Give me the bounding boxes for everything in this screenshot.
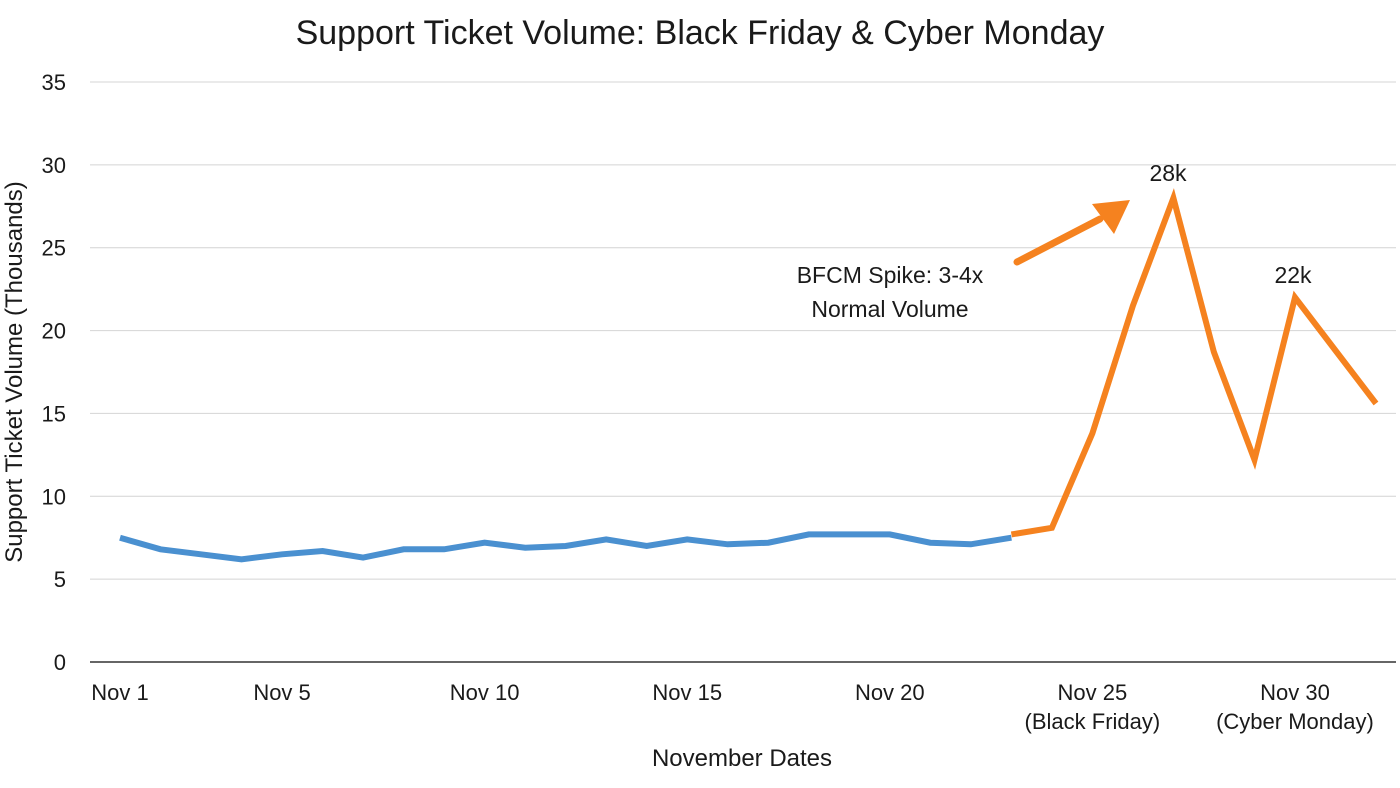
y-tick-labels: 0 5 10 15 20 25 30 35 [42,70,66,675]
spike-annotation: BFCM Spike: 3-4x Normal Volume [797,200,1130,322]
y-tick-label: 5 [54,567,66,592]
series-line-normal [119,531,1012,563]
x-tick-sublabel: (Black Friday) [1025,709,1161,734]
y-tick-label: 25 [42,236,66,261]
annotation-arrowhead-icon [1092,200,1130,234]
series-line-spike [1010,188,1379,538]
annotation-text-line1: BFCM Spike: 3-4x [797,262,984,288]
y-tick-label: 30 [42,153,66,178]
x-tick-label: Nov 10 [450,680,520,705]
y-tick-label: 35 [42,70,66,95]
y-tick-label: 15 [42,401,66,426]
y-tick-label: 10 [42,484,66,509]
grid-lines [90,81,1396,663]
series-lines [119,188,1379,563]
x-tick-label: Nov 1 [91,680,148,705]
x-axis-label: November Dates [652,745,832,772]
annotation-text-line2: Normal Volume [811,296,968,322]
x-tick-label: Nov 5 [253,680,310,705]
x-tick-sublabel: (Cyber Monday) [1216,709,1374,734]
x-tick-label: Nov 20 [855,680,925,705]
x-tick-label: Nov 25 [1058,680,1128,705]
y-tick-label: 20 [42,319,66,344]
y-tick-label: 0 [54,650,66,675]
peak-label-black-friday: 28k [1149,160,1187,186]
chart-title: Support Ticket Volume: Black Friday & Cy… [296,14,1105,52]
annotation-arrow-shaft [1013,215,1104,266]
x-tick-label: Nov 30 [1260,680,1330,705]
x-tick-label: Nov 15 [652,680,722,705]
peak-label-cyber-monday: 22k [1274,262,1312,288]
y-axis-label: Support Ticket Volume (Thousands) [1,181,28,563]
x-tick-labels: Nov 1 Nov 5 Nov 10 Nov 15 Nov 20 Nov 25 (Black… [91,680,1374,734]
